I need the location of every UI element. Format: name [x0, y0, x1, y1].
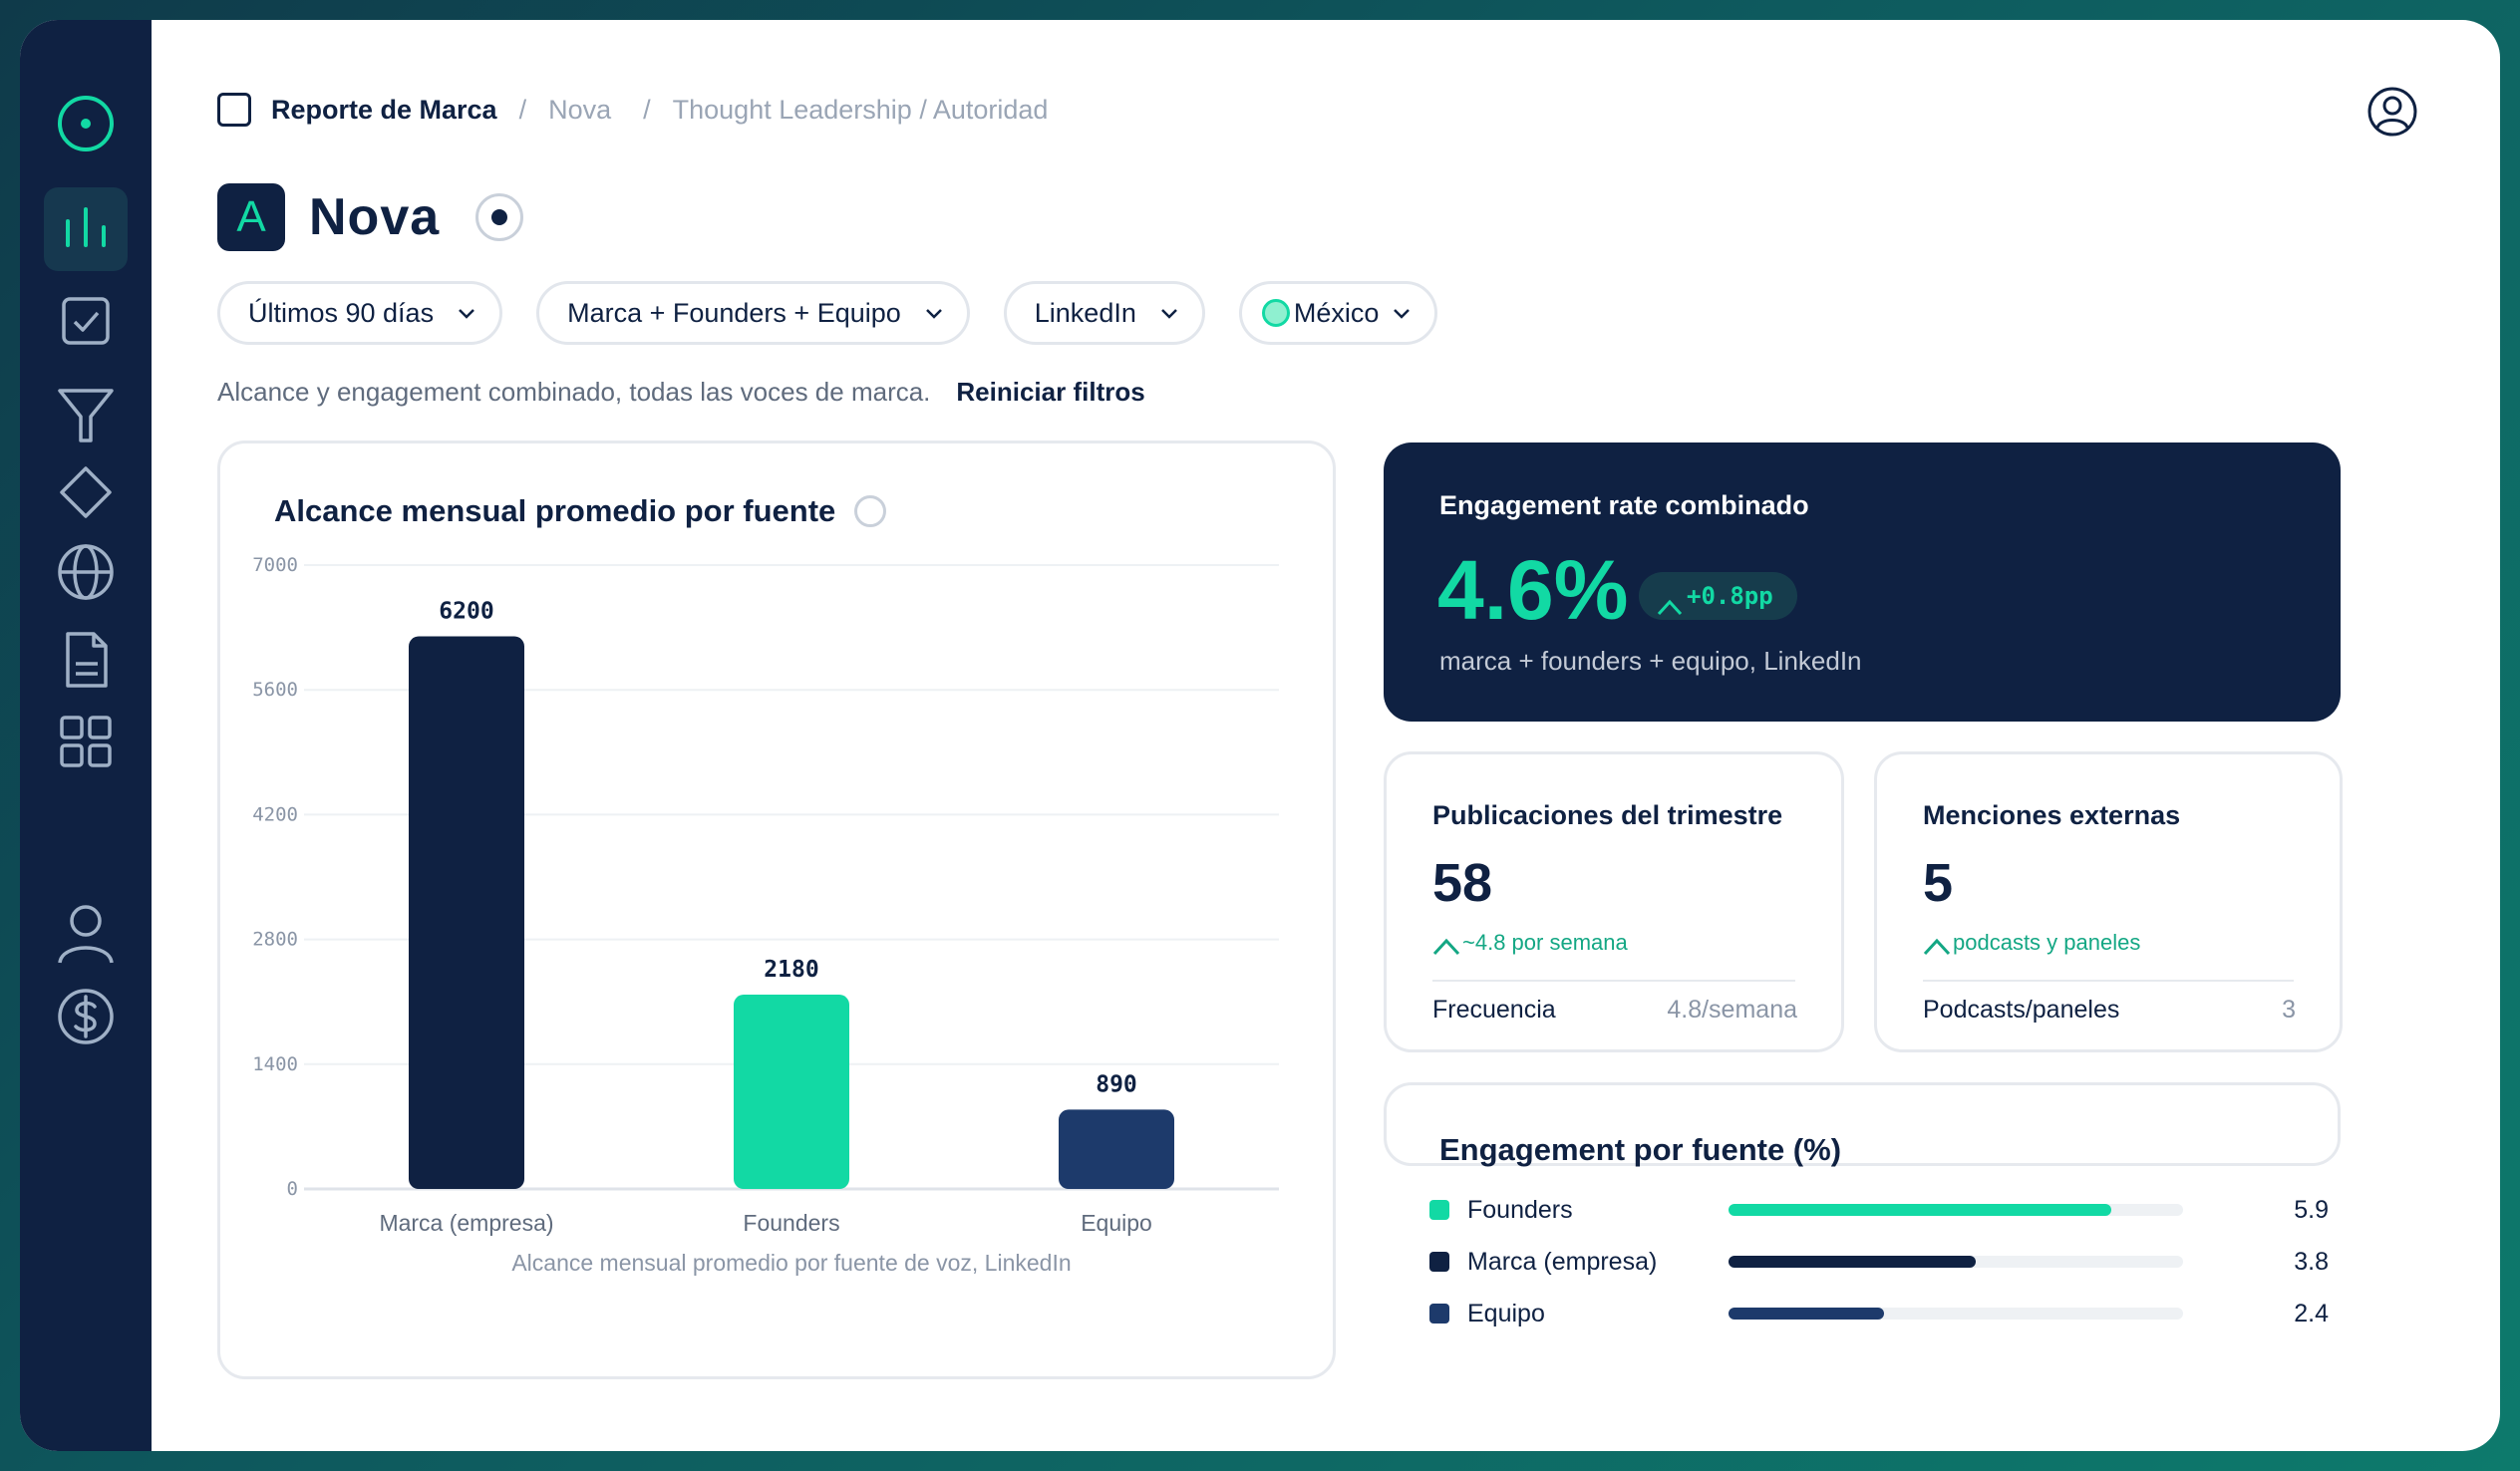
- engagement-bar-track: [1729, 1256, 2183, 1268]
- stat-card-publications: Publicaciones del trimestre 58 ~4.8 por …: [1384, 751, 1844, 1052]
- chevron-down-icon: [459, 309, 474, 319]
- engagement-value: 3.8: [2294, 1247, 2329, 1276]
- engagement-source-row: Founders 5.9: [1429, 1190, 2329, 1230]
- country-dot-icon: [1261, 299, 1290, 327]
- x-tick-label: Founders: [743, 1210, 839, 1236]
- bar-founders: [734, 995, 849, 1189]
- engagement-label: Engagement rate combinado: [1439, 490, 1809, 520]
- engagement-source-row: Equipo 2.4: [1429, 1294, 2329, 1333]
- sidebar: [20, 20, 152, 1451]
- engagement-bar-track: [1729, 1308, 2183, 1320]
- diamond-icon[interactable]: [44, 450, 128, 534]
- funnel-icon[interactable]: [44, 373, 128, 456]
- select-checkbox[interactable]: [217, 93, 251, 127]
- legend-swatch: [1429, 1200, 1449, 1220]
- y-tick-label: 7000: [252, 554, 298, 576]
- globe-icon[interactable]: [44, 530, 128, 614]
- legend-swatch: [1429, 1252, 1449, 1272]
- y-tick-label: 2800: [252, 929, 298, 951]
- trend-up-icon: [1432, 938, 1460, 956]
- bar-equipo: [1059, 1109, 1174, 1189]
- chart-title: Alcance mensual promedio por fuente: [274, 493, 836, 528]
- y-tick-label: 4200: [252, 803, 298, 825]
- engagement-bar-track: [1729, 1204, 2183, 1216]
- bar-chart-icon[interactable]: [44, 187, 128, 271]
- engagement-bar-fill: [1729, 1204, 2112, 1216]
- grid-icon[interactable]: [44, 700, 128, 783]
- dollar-icon[interactable]: [44, 975, 128, 1058]
- stat-label: Menciones externas: [1923, 800, 2181, 830]
- y-tick-label: 1400: [252, 1053, 298, 1075]
- legend-swatch: [1429, 1304, 1449, 1324]
- country-filter[interactable]: México: [1238, 281, 1438, 345]
- target-icon[interactable]: [44, 82, 128, 165]
- stat-row-label: Podcasts/paneles: [1923, 996, 2120, 1024]
- trend-up-icon: [1657, 599, 1683, 616]
- stat-value: 58: [1432, 853, 1493, 913]
- engagement-bar-fill: [1729, 1256, 1976, 1268]
- engagement-rate-card: Engagement rate combinado 4.6% +0.8pp ma…: [1384, 442, 2341, 722]
- chevron-down-icon: [1160, 309, 1177, 319]
- engagement-by-source-title: Engagement por fuente (%): [1439, 1132, 1842, 1167]
- breadcrumb-item-section[interactable]: Thought Leadership / Autoridad: [672, 94, 1049, 125]
- y-tick-label: 0: [287, 1178, 298, 1200]
- brand-logo: A: [217, 183, 285, 251]
- trend-up-icon: [1923, 938, 1951, 956]
- filter-bar: Últimos 90 días Marca + Founders + Equip…: [217, 281, 1438, 345]
- stat-value: 5: [1923, 853, 1954, 913]
- data-label: 2180: [764, 957, 818, 983]
- checkbox-icon[interactable]: [44, 279, 128, 363]
- stat-row-label: Frecuencia: [1432, 996, 1556, 1024]
- engagement-by-source-card: [1384, 1082, 2341, 1166]
- engagement-value: 4.6%: [1437, 543, 1629, 637]
- reset-filters-link[interactable]: Reiniciar filtros: [956, 377, 1145, 407]
- chevron-down-icon: [1394, 309, 1411, 319]
- x-tick-label: Marca (empresa): [379, 1210, 553, 1236]
- stat-trend: ~4.8 por semana: [1432, 930, 1628, 956]
- filter-summary: Alcance y engagement combinado, todas la…: [217, 377, 1145, 407]
- reach-bar-chart: 0 1400 2800 4200 5600 7000 6200 Marca (empresa)…: [252, 554, 1279, 1276]
- data-label: 6200: [439, 599, 493, 625]
- source-name: Marca (empresa): [1467, 1247, 1658, 1276]
- engagement-delta-badge: +0.8pp: [1639, 572, 1797, 620]
- engagement-value: 2.4: [2294, 1299, 2329, 1327]
- page-header: A Nova: [217, 183, 524, 251]
- network-filter[interactable]: LinkedIn: [1003, 281, 1205, 345]
- page-title: Nova: [309, 188, 441, 246]
- document-icon[interactable]: [44, 618, 128, 702]
- breadcrumb-root[interactable]: Reporte de Marca: [271, 94, 497, 125]
- stat-trend: podcasts y paneles: [1923, 930, 2140, 956]
- stat-label: Publicaciones del trimestre: [1432, 800, 1783, 830]
- reach-chart-card: Alcance mensual promedio por fuente 0 140…: [217, 441, 1336, 1379]
- record-icon[interactable]: [475, 193, 524, 241]
- engagement-bar-fill: [1729, 1308, 1885, 1320]
- x-tick-label: Equipo: [1081, 1210, 1152, 1236]
- main-content: Reporte de Marca / Nova / Thought Leader…: [152, 20, 2500, 1451]
- y-tick-label: 5600: [252, 679, 298, 701]
- person-icon[interactable]: [44, 891, 128, 975]
- engagement-source-row: Marca (empresa) 3.8: [1429, 1242, 2329, 1282]
- user-circle-icon[interactable]: [2366, 86, 2418, 138]
- chart-caption: Alcance mensual promedio por fuente de v…: [511, 1250, 1071, 1276]
- breadcrumb: Reporte de Marca / Nova / Thought Leader…: [217, 90, 1048, 130]
- app-window: Reporte de Marca / Nova / Thought Leader…: [20, 20, 2500, 1451]
- source-filter[interactable]: Marca + Founders + Equipo: [536, 281, 970, 345]
- breadcrumb-item-brand[interactable]: Nova: [548, 94, 612, 125]
- engagement-subtitle: marca + founders + equipo, LinkedIn: [1439, 646, 1862, 676]
- period-filter[interactable]: Últimos 90 días: [217, 281, 503, 345]
- engagement-value: 5.9: [2294, 1195, 2329, 1224]
- stat-card-mentions: Menciones externas 5 podcasts y paneles …: [1874, 751, 2343, 1052]
- chevron-down-icon: [925, 309, 942, 319]
- stat-row-value: 4.8/semana: [1667, 996, 1797, 1024]
- data-label: 890: [1096, 1071, 1137, 1097]
- bar-marca-empresa: [409, 636, 524, 1189]
- source-name: Equipo: [1467, 1299, 1545, 1327]
- stat-row-value: 3: [2282, 996, 2296, 1024]
- info-icon[interactable]: [854, 495, 886, 527]
- source-name: Founders: [1467, 1195, 1573, 1224]
